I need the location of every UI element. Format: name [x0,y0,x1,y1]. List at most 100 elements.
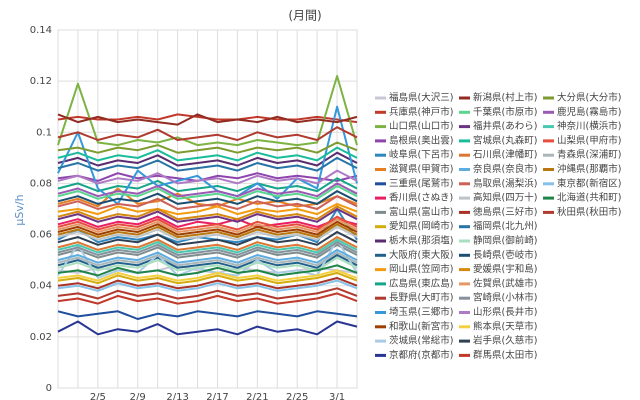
legend-label: 宮城県(丸森町) [473,134,537,146]
legend-label: 佐賀県(武雄市) [473,277,537,289]
legend-label: 兵庫県(神戸市) [389,106,453,118]
legend-label: 福井県(あわら) [473,120,537,132]
legend-label: 静岡県(御前崎) [473,235,537,247]
series-line [57,277,358,290]
legend-label: 和歌山(新宮市) [389,320,453,332]
series-line [57,251,358,267]
series-line [57,264,358,274]
y-tick-label: 0.1 [36,127,52,138]
x-tick-label: 2/13 [166,392,188,400]
series-line [57,202,358,216]
legend-label: 熊本県(天草市) [473,320,537,332]
legend-label: 徳島県(三好市) [473,206,537,218]
series-line [57,190,358,205]
series-line [57,220,358,236]
y-tick-label: 0.06 [30,230,52,241]
series-line [57,254,358,269]
y-tick-label: 0.14 [30,25,52,36]
series-line [57,292,358,305]
legend-label: 島根県(奥出雲) [389,134,453,146]
y-tick-label: 0 [46,383,52,394]
legend-label: 栃木県(那須塩) [389,235,453,247]
series-line [57,208,358,223]
legend-label: 山形県(長井市) [473,306,537,318]
legend-label: 富山県(富山市) [389,206,453,218]
series-line [57,185,358,200]
legend-label: 三重県(尾鷲市) [389,177,453,189]
legend-label: 岐阜県(下呂市) [389,149,453,161]
chart-title: (月間) [288,9,321,23]
series-line [57,215,358,228]
x-tick-label: 2/25 [286,392,308,400]
series-line [57,169,358,185]
series-line [57,271,358,285]
legend-label: 茨城県(常総市) [389,335,453,347]
y-tick-label: 0.12 [30,76,52,87]
series-line [57,151,358,167]
series-line [57,236,358,251]
series-line [57,320,358,336]
series-line [57,264,358,277]
x-tick-label: 2/17 [206,392,228,400]
legend-label: 岩手県(久慈市) [473,335,537,347]
series-line [57,195,358,210]
y-tick-label: 0.04 [30,281,52,292]
legend-label: 広島県(東広島) [389,277,453,289]
legend-label: 大分県(大分市) [557,92,621,104]
legend-label: 宮崎県(小林市) [473,292,537,304]
series-line [57,126,358,141]
series-line [57,205,358,221]
legend-label: 千葉県(市原市) [473,106,537,118]
legend-label: 福岡県(北九州) [473,220,537,232]
y-tick-label: 0.08 [30,178,52,189]
legend-label: 愛知県(岡崎市) [389,220,453,232]
x-tick-label: 2/5 [90,392,106,400]
legend-label: 長崎県(壱岐市) [473,249,537,261]
series-line [57,248,358,264]
legend-label: 大阪府(東大阪) [389,249,453,261]
legend-label: 愛媛県(宇和島) [473,263,537,275]
legend-label: 神奈川(横浜市) [557,120,621,132]
x-tick-label: 3/1 [329,392,345,400]
legend-label: 滋賀県(甲賀市) [389,163,453,175]
series-line [57,208,358,244]
legend-label: 秋田県(秋田市) [557,206,621,218]
series-line [57,156,358,172]
legend-label: 群馬県(太田市) [473,349,537,361]
legend-label: 新潟県(村上市) [473,92,537,104]
series-line [57,141,358,154]
series-line [57,256,358,272]
y-axis-label: μSv/h [13,194,26,225]
series-line [57,172,358,182]
x-tick-label: 2/9 [130,392,146,400]
legend-label: 埼玉県(三郷市) [389,306,453,318]
series-line [57,279,358,292]
legend-label: 岡山県(笠岡市) [389,263,453,275]
series-line [57,113,358,126]
series-line [57,241,358,256]
legend-label: 奈良県(奈良市) [473,163,537,175]
legend-label: 石川県(津幡町) [473,149,537,161]
legend-label: 山口県(山口市) [389,120,453,132]
series-line [57,223,358,239]
legend-label: 鳥取県(湯梨浜) [473,177,537,189]
series-line [57,231,358,246]
legend-label: 福島県(大沢三) [389,92,453,104]
legend-label: 北海道(共和町) [557,192,621,204]
legend-label: 香川県(さぬき) [389,193,453,204]
legend-label: 京都府(京都市) [389,349,453,361]
series-line [57,269,358,282]
series-line [57,215,358,231]
series-line [57,243,358,259]
legend: 福島県(大沢三) 兵庫県(神戸市) 山口県(山口市) 島根県(奥出雲) 岐阜県(下呂市)… [375,92,621,361]
legend-label: 沖縄県(那覇市) [557,163,621,175]
legend-label: 高知県(四万十) [473,192,537,204]
legend-label: 青森県(深浦町) [557,149,621,161]
legend-label: 鹿児島(霧島市) [557,106,621,118]
series-line [57,177,358,193]
series-line [57,287,358,300]
legend-label: 山梨県(甲府市) [557,134,621,146]
lines [57,75,358,336]
